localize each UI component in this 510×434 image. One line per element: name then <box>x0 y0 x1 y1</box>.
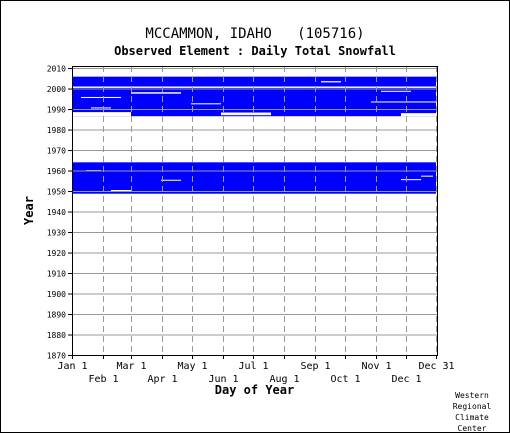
y-tick-label: 1980 <box>47 126 66 135</box>
x-tick-label: Jan 1 <box>57 361 87 372</box>
x-axis-label: Day of Year <box>215 383 294 397</box>
x-tick-label: Aug 1 <box>269 374 299 385</box>
x-tick-label: Nov 1 <box>361 361 391 372</box>
credit-line: Center <box>457 424 487 433</box>
y-tick-label: 1870 <box>47 352 66 361</box>
station-name: MCCAMMON, IDAHO <box>145 26 272 42</box>
data-gap <box>321 81 341 83</box>
y-tick-label: 1960 <box>47 167 66 176</box>
x-tick-label: Dec 1 <box>391 374 421 385</box>
data-gap <box>91 107 111 109</box>
data-gap <box>161 179 181 181</box>
y-tick-label: 2000 <box>47 85 66 94</box>
chart-subtitle: Observed Element : Daily Total Snowfall <box>114 44 396 58</box>
y-tick-label: 1900 <box>47 290 66 299</box>
credit-block: Western Regional Climate Center <box>452 390 492 434</box>
y-tick-label: 1910 <box>47 270 66 279</box>
y-tick-label: 1950 <box>47 188 66 197</box>
chart-title: MCCAMMON, IDAHO (105716) <box>0 26 510 42</box>
station-id: (105716) <box>297 26 365 42</box>
data-gap <box>401 113 436 117</box>
y-tick-label: 1990 <box>47 106 66 115</box>
x-tick-label: Feb 1 <box>88 374 118 385</box>
data-gap <box>371 101 436 103</box>
data-gap <box>381 90 411 92</box>
y-axis-label: Year <box>22 196 36 225</box>
data-gap <box>221 112 271 116</box>
data-gap <box>191 103 221 105</box>
x-tick-label: Apr 1 <box>147 374 177 385</box>
x-tick-label: May 1 <box>177 361 207 372</box>
data-gap <box>131 92 181 94</box>
y-tick-label: 1890 <box>47 311 66 320</box>
data-gap <box>81 96 121 98</box>
x-tick-label: Dec 31 <box>418 361 454 372</box>
x-tick-label: Mar 1 <box>116 361 146 372</box>
axes-layer <box>68 66 438 359</box>
grid-layer <box>72 66 437 356</box>
x-tick-label: Jun 1 <box>208 374 238 385</box>
data-gap <box>421 175 433 177</box>
x-tick-label: Sep 1 <box>300 361 330 372</box>
y-tick-label: 1970 <box>47 147 66 156</box>
labels-layer: 2010 2000 1990 1980 1970 1960 1950 1940 1930 1920… <box>22 65 455 397</box>
y-tick-label: 2010 <box>47 65 66 74</box>
credit-line: Climate <box>455 413 489 422</box>
x-tick-label: Oct 1 <box>330 374 360 385</box>
credit-line: Western <box>455 391 489 400</box>
data-gap <box>111 190 131 192</box>
data-gap <box>72 112 131 117</box>
y-tick-label: 1880 <box>47 331 66 340</box>
plot-border <box>72 66 438 356</box>
y-tick-label: 1920 <box>47 249 66 258</box>
x-tick-label: Jul 1 <box>238 361 268 372</box>
y-tick-label: 1930 <box>47 229 66 238</box>
y-tick-label: 1940 <box>47 208 66 217</box>
credit-line: Regional <box>452 402 492 411</box>
data-gap <box>401 179 421 181</box>
